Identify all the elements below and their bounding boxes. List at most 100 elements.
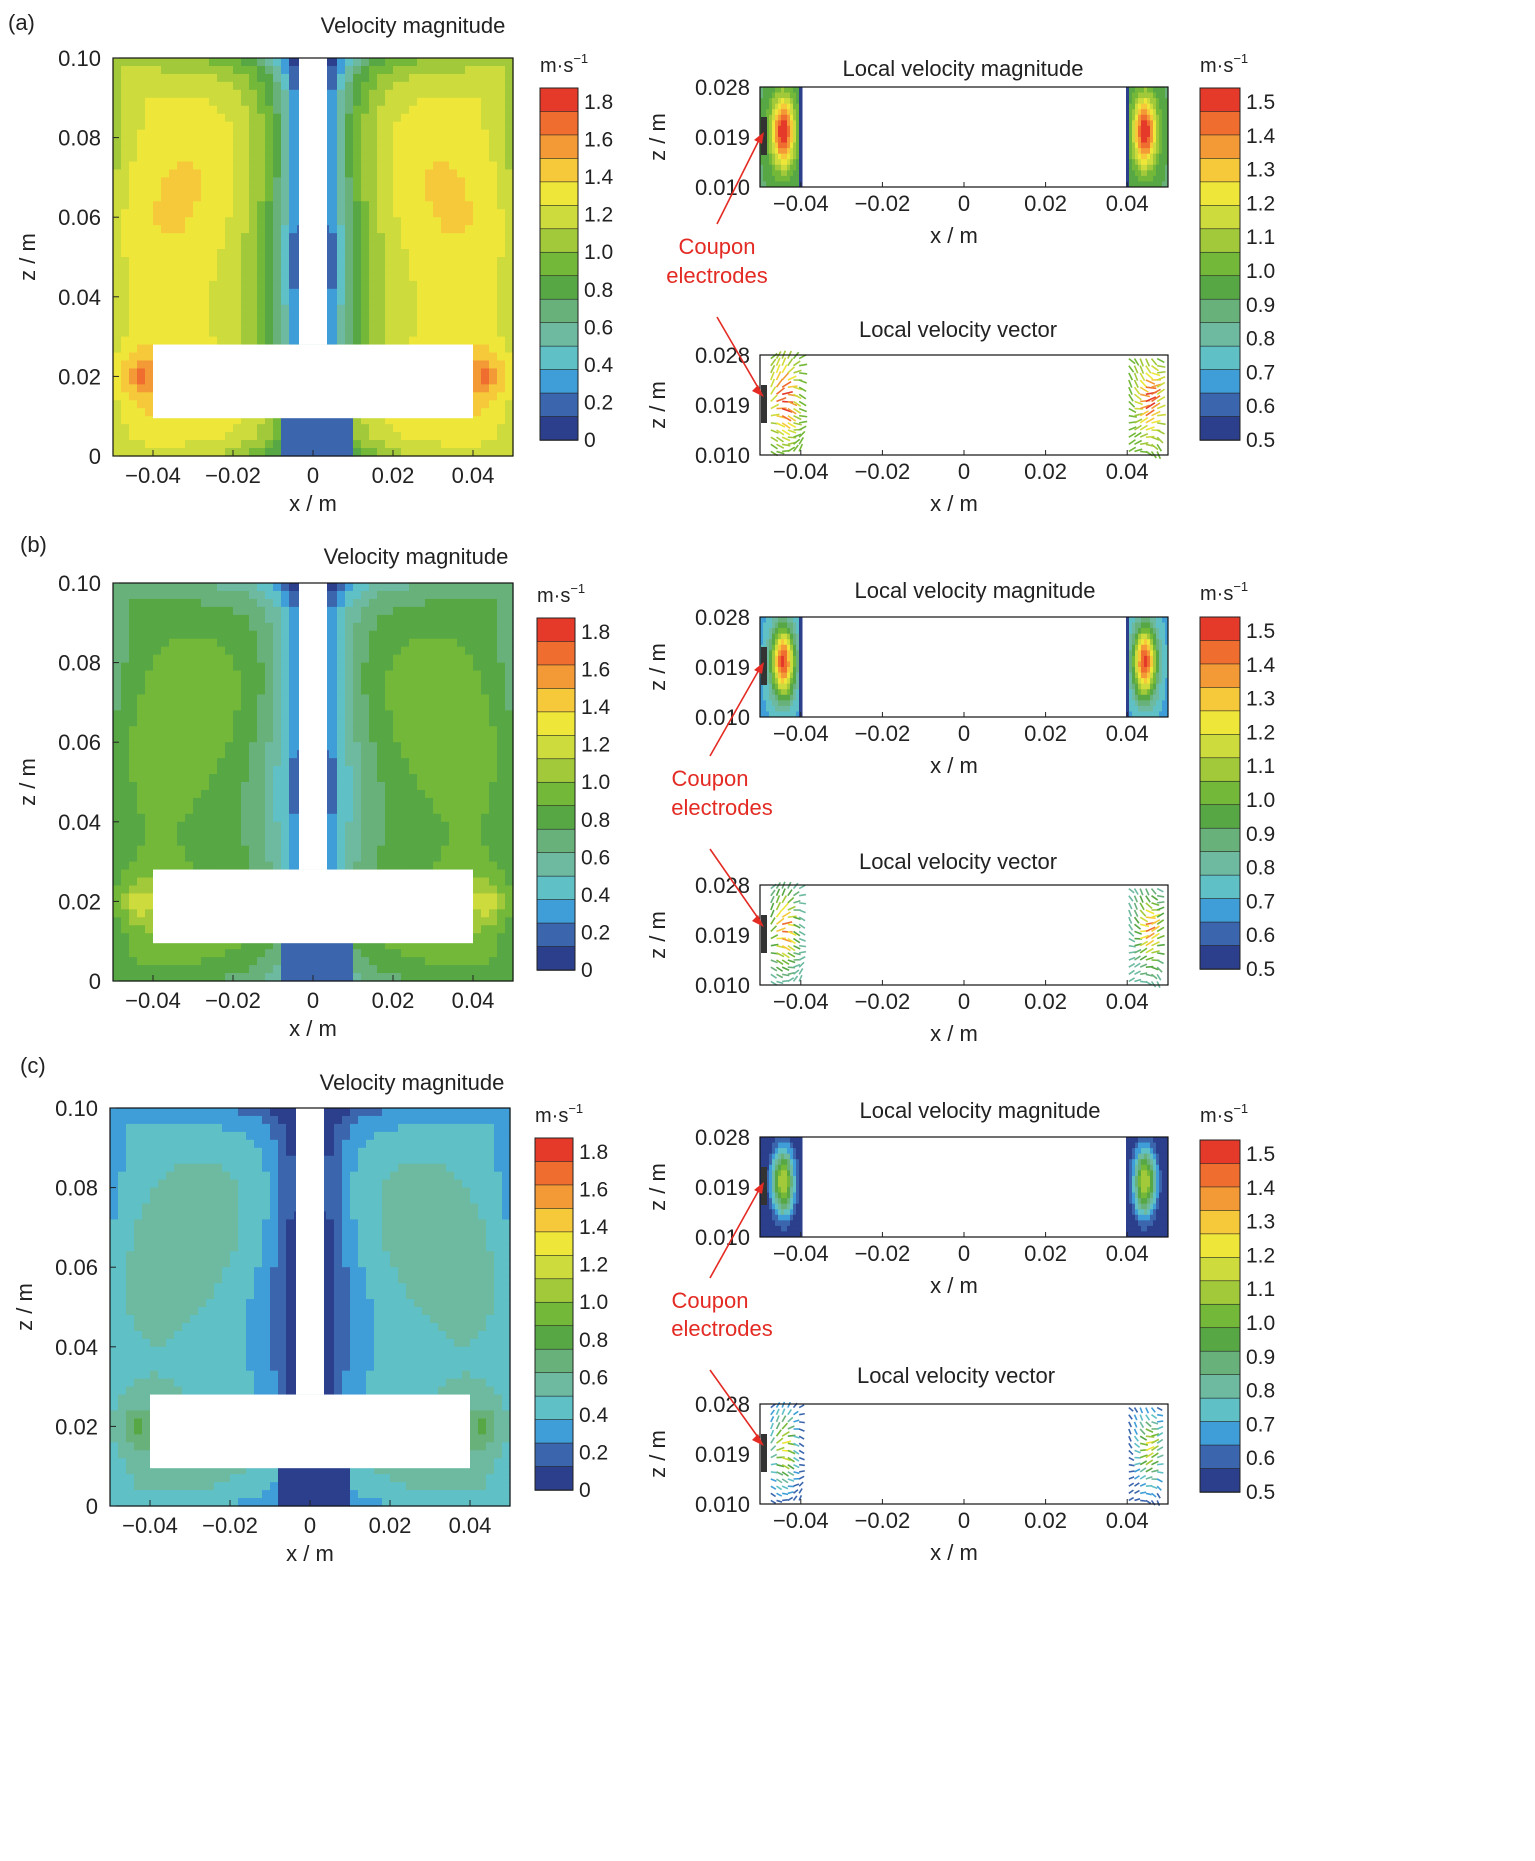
contour-cell: [441, 177, 450, 186]
contour-cell: [185, 225, 194, 234]
contour-cell: [129, 734, 138, 743]
contour-cell: [281, 65, 290, 75]
contour-cell: [273, 185, 282, 194]
contour-cell: [137, 933, 146, 942]
contour-cell: [481, 376, 490, 385]
contour-cell: [441, 105, 450, 115]
contour-cell: [385, 209, 394, 218]
contour-cell: [281, 233, 290, 242]
contour-cell: [137, 432, 146, 441]
contour-cell: [505, 201, 514, 210]
contour-cell: [137, 264, 146, 274]
contour-cell: [505, 368, 514, 377]
contour-cell: [233, 598, 242, 608]
contour-cell: [145, 766, 154, 775]
contour-cell: [345, 161, 354, 171]
contour-cell: [137, 312, 146, 322]
local-contour-cell: [1150, 159, 1154, 166]
contour-cell: [473, 121, 482, 131]
contour-cell: [129, 742, 138, 751]
local-contour-cell: [784, 142, 788, 149]
contour-cell: [113, 917, 122, 926]
contour-cell: [249, 73, 258, 83]
contour-cell: [377, 710, 386, 719]
local-contour-cell: [1141, 159, 1145, 166]
local-contour-cell: [796, 148, 800, 155]
local-contour-cell: [1162, 92, 1166, 99]
contour-cell: [185, 590, 194, 600]
contour-cell: [249, 861, 258, 871]
local-contour-cell: [1156, 87, 1160, 94]
contour-cell: [393, 296, 402, 306]
local-contour-cell: [1162, 164, 1166, 171]
velocity-arrow: [793, 422, 802, 426]
contour-cell: [329, 416, 338, 425]
contour-cell: [153, 113, 162, 123]
contour-cell: [241, 129, 250, 139]
contour-cell: [201, 710, 210, 719]
contour-cell: [249, 789, 258, 799]
contour-cell: [169, 734, 178, 743]
contour-cell: [217, 606, 226, 616]
contour-cell: [377, 129, 386, 139]
local-contour-cell: [1165, 170, 1169, 177]
contour-cell: [433, 153, 442, 163]
contour-cell: [481, 153, 490, 163]
contour-cell: [129, 264, 138, 274]
contour-cell: [321, 957, 330, 966]
contour-cell: [361, 694, 370, 703]
local-contour-cell: [793, 142, 797, 149]
contour-cell: [489, 177, 498, 186]
contour-cell: [449, 241, 458, 250]
contour-cell: [473, 440, 482, 449]
local-contour-cell: [1150, 92, 1154, 99]
contour-cell: [265, 853, 274, 863]
contour-cell: [385, 217, 394, 226]
contour-cell: [113, 742, 122, 751]
local-contour-cell: [787, 131, 791, 138]
contour-cell: [473, 153, 482, 163]
contour-cell: [289, 97, 298, 107]
local-contour-cell: [1138, 142, 1142, 149]
contour-cell: [337, 686, 346, 696]
contour-cell: [241, 845, 250, 855]
contour-cell: [473, 320, 482, 330]
contour-cell: [225, 973, 234, 982]
contour-cell: [137, 917, 146, 926]
contour-cell: [225, 58, 234, 67]
contour-cell: [241, 440, 250, 449]
local-contour-cell: [1165, 120, 1169, 127]
contour-cell: [369, 782, 378, 791]
contour-cell: [209, 201, 218, 210]
contour-cell: [145, 590, 154, 600]
contour-cell: [113, 209, 122, 218]
contour-cell: [137, 774, 146, 783]
panel-a: (a)−0.04 −0.02 0 0.02 0.0400.020.040.060.080…: [8, 10, 1276, 516]
contour-cell: [409, 209, 418, 218]
contour-cell: [201, 320, 210, 330]
contour-cell: [257, 89, 266, 99]
contour-cell: [209, 845, 218, 855]
velocity-arrow: [1139, 410, 1149, 417]
contour-cell: [465, 129, 474, 139]
velocity-arrow: [1151, 365, 1160, 372]
contour-cell: [497, 97, 506, 107]
contour-cell: [289, 973, 298, 982]
contour-cell: [201, 97, 210, 107]
contour-cell: [137, 65, 146, 75]
contour-cell: [377, 193, 386, 202]
contour-cell: [337, 153, 346, 163]
contour-cell: [449, 161, 458, 171]
contour-cell: [345, 209, 354, 218]
contour-cell: [369, 606, 378, 616]
contour-cell: [441, 145, 450, 155]
local-contour-cell: [781, 131, 785, 138]
contour-cell: [289, 58, 298, 67]
contour-cell: [217, 58, 226, 67]
contour-cell: [409, 193, 418, 202]
contour-cell: [169, 97, 178, 107]
velocity-arrow: [1133, 386, 1141, 395]
contour-cell: [113, 614, 122, 624]
contour-cell: [225, 432, 234, 441]
local-contour-cell: [769, 142, 773, 149]
